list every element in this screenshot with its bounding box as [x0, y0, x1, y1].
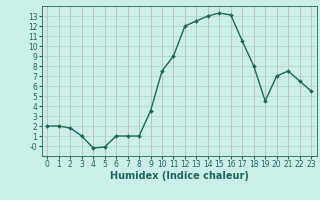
- X-axis label: Humidex (Indice chaleur): Humidex (Indice chaleur): [110, 171, 249, 181]
